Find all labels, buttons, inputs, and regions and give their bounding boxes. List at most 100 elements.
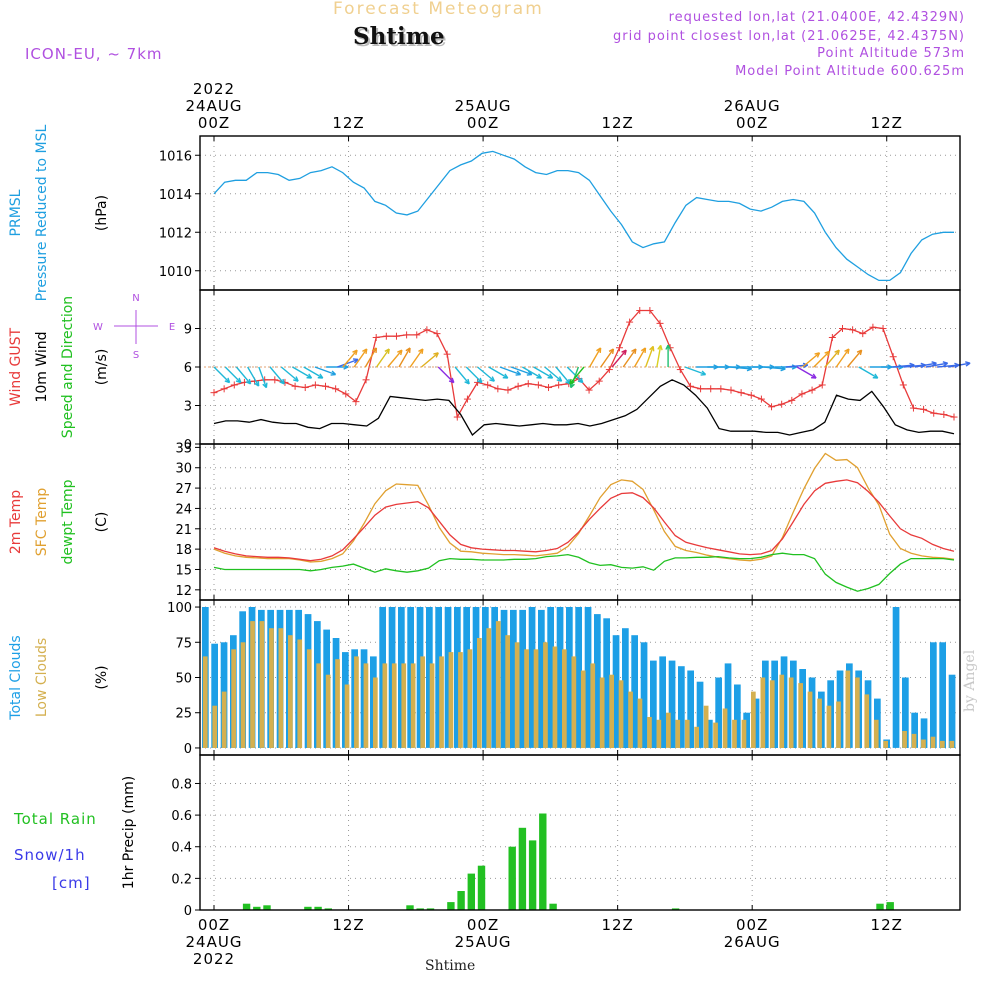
snow-unit-label: [cm] [52,874,91,892]
wind-arrow-head [660,345,663,351]
bar2-low-clouds [779,674,785,748]
wind-arrow-head [652,346,655,352]
bar-total-clouds [547,607,554,748]
wind-arrow-head [254,382,260,387]
wind-arrow [684,366,707,376]
bar-total-rain [314,906,322,910]
gust-marker [332,385,340,393]
time-label-bottom: 24AUG [186,933,243,951]
y-tick-label: 3 [184,400,192,415]
gust-marker [899,381,907,389]
bar-total-clouds [734,684,741,748]
panel-label: Pressure Reduced to MSL [34,124,50,301]
wind-arrow-head [827,351,831,357]
time-label-top: 12Z [601,114,633,132]
gust-marker [301,384,309,392]
bar2-low-clouds [826,705,832,748]
gust-marker [615,344,623,352]
bar2-low-clouds [533,649,539,748]
gust-marker [778,400,786,408]
gust-marker [859,330,867,338]
bar-total-clouds [463,607,470,748]
gust-marker [686,382,694,390]
point-altitude: Point Altitude 573m [817,46,965,61]
wind-arrow-shaft [544,366,563,382]
bar2-low-clouds [571,656,577,748]
x-axis-title: Shtime [425,958,476,974]
wind-arrow [488,366,509,379]
bar2-low-clouds [609,674,614,748]
bar-total-rain [549,903,557,910]
wind-arrow-head [780,368,786,372]
gust-marker [555,381,563,389]
bar2-low-clouds [675,719,681,748]
wind-arrow-shaft [611,349,627,368]
wind-arrow-shaft [914,362,937,368]
gust-marker [271,376,279,384]
wind-arrow-head [515,373,521,376]
bar2-low-clouds [486,628,492,748]
y-tick-label: 25 [175,707,192,722]
wind-arrow [364,347,378,368]
wind-arrow-shaft [364,347,377,368]
gust-marker [595,377,603,385]
bar-total-clouds [538,609,545,748]
series-dewpt-temp [213,552,955,592]
bar-total-clouds [416,607,424,748]
wind-arrow-shaft [337,358,359,368]
bar-total-clouds [454,607,461,748]
wind-arrow [569,366,585,385]
gust-marker [484,381,492,389]
series-2m-temp [213,479,955,562]
bar2-low-clouds [921,739,926,748]
wind-arrow [533,366,554,379]
wind-arrow [235,366,252,385]
bar2-low-clouds [391,663,397,748]
bar2-low-clouds [505,635,510,748]
bar2-low-clouds [590,663,596,748]
gust-marker [453,413,461,421]
wind-arrow-head [611,348,615,355]
bar-total-clouds [762,660,769,748]
bar2-low-clouds [221,691,227,748]
gust-marker [534,381,542,389]
series-wind-gust [213,309,955,420]
bar-total-clouds [426,607,433,748]
bar2-low-clouds [666,712,671,748]
wind-arrow-head [526,373,532,376]
wind-arrow-head [262,383,267,389]
time-label-bottom: 2022 [193,950,235,968]
wind-arrow-shaft [292,366,312,379]
wind-arrow-shaft [454,366,470,385]
gust-marker [463,395,471,403]
bar2-low-clouds [873,719,879,748]
bar2-low-clouds [477,638,482,748]
bar2-low-clouds [562,649,567,748]
rain-label: Total Rain [13,810,97,828]
wind-arrow [588,347,602,368]
y-tick-label: 100 [167,601,192,616]
gust-marker [413,331,421,339]
wind-arrow [437,366,455,384]
wind-arrow-shaft [569,366,585,385]
wind-arrow [633,347,647,368]
y-tick-label: 0.4 [171,841,192,856]
bar-total-rain [671,908,680,910]
wind-arrow-head [365,348,368,355]
gust-marker [311,381,319,389]
gust-marker [909,404,917,412]
gust-marker [372,333,380,341]
wind-arrow-shaft [409,348,424,368]
bar-total-rain [477,865,486,910]
wind-arrow [835,348,850,368]
gust-marker [838,325,846,332]
bar-total-rain [324,908,332,910]
time-label-top: 12Z [332,114,364,132]
bar2-low-clouds [713,722,718,748]
time-label-bottom: 12Z [871,916,903,934]
wind-arrow [665,344,671,367]
wind-arrow-shaft [802,352,820,368]
bar2-low-clouds [306,649,312,748]
time-label-bottom: 00Z [467,916,499,934]
wind-arrow-shaft [387,349,403,368]
